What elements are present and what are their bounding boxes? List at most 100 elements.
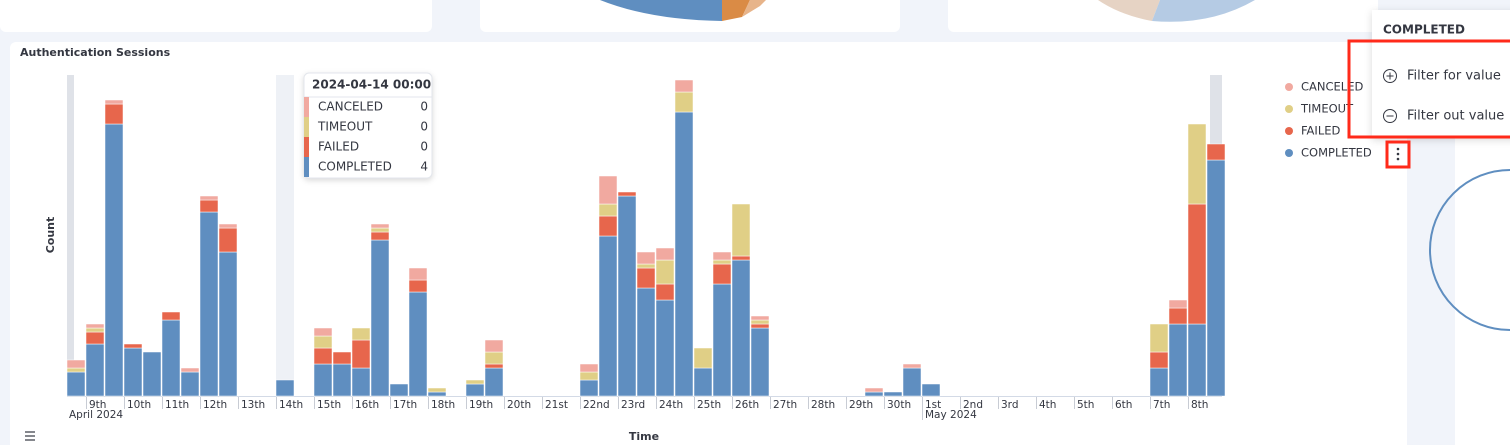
x-axis-label: Time [629, 430, 659, 443]
x-tick-label: 19th [469, 399, 493, 411]
tooltip-swatch [304, 117, 309, 137]
bar-segment [731, 255, 751, 261]
x-tick-label: 28th [811, 399, 835, 411]
bar-segment [66, 371, 86, 397]
legend-toggle-icon[interactable] [25, 431, 35, 441]
bar-segment [1149, 351, 1169, 369]
bar-segment [1187, 203, 1207, 325]
legend-label[interactable]: CANCELED [1301, 80, 1363, 94]
x-tick-label: 12th [203, 399, 227, 411]
bar-segment [199, 211, 219, 397]
x-tick-label: 14th [279, 399, 303, 411]
x-tick-label: 5th [1077, 399, 1094, 411]
bar-segment [864, 387, 884, 393]
bar-segment [750, 319, 770, 325]
legend-swatch [1285, 83, 1293, 91]
x-tick-label: 9th [89, 399, 106, 411]
bar-segment [408, 279, 428, 293]
bar-segment [313, 363, 333, 397]
bar-segment [370, 239, 390, 397]
filter-out-button[interactable]: Filter out value [1383, 109, 1505, 124]
bar-segment [85, 323, 105, 329]
x-tick-label: 26th [735, 399, 759, 411]
tooltip-value: 0 [420, 100, 428, 114]
bar-segment [370, 223, 390, 229]
bar-segment [85, 331, 105, 345]
bar-segment [674, 91, 694, 113]
x-tick-label: 1st [925, 399, 941, 411]
x-tick-label: 16th [355, 399, 379, 411]
tooltip: 2024-04-14 00:00 CANCELED 0 TIMEOUT 0 FAILED… [303, 72, 433, 179]
x-tick-label: 7th [1153, 399, 1170, 411]
pie-slice [1152, 0, 1255, 22]
tooltip-series: CANCELED [318, 100, 383, 114]
bar-segment [636, 267, 656, 289]
action-menu [1372, 10, 1510, 138]
bar-segment [408, 267, 428, 281]
bar-segment [598, 203, 618, 217]
legend-swatch [1285, 105, 1293, 113]
legend-action-button[interactable] [1396, 147, 1400, 161]
filter-for-button[interactable]: Filter for value [1383, 69, 1501, 84]
legend-swatch [1285, 149, 1293, 157]
bar-segment [484, 351, 504, 365]
x-tick-label: 11th [165, 399, 189, 411]
pie-slice [722, 0, 750, 21]
tooltip-value: 0 [420, 120, 428, 134]
bar-segment [674, 111, 694, 397]
bar-segment [712, 283, 732, 397]
legend-label[interactable]: TIMEOUT [1300, 102, 1354, 116]
legend-label[interactable]: FAILED [1301, 124, 1340, 138]
bar-segment [1168, 307, 1188, 325]
bar-segment [731, 259, 751, 397]
x-tick-label: 10th [127, 399, 151, 411]
pie-slice [600, 0, 722, 21]
x-tick-label: 25th [697, 399, 721, 411]
bar-segment [142, 351, 162, 397]
bar-segment [693, 347, 713, 369]
bar-segment [408, 291, 428, 397]
bar-segment [370, 227, 390, 233]
panel-title: Authentication Sessions [20, 46, 171, 59]
bar-segment [427, 391, 447, 397]
bar-segment [104, 103, 124, 125]
bar-segment [123, 343, 143, 349]
bar-segment [579, 363, 599, 373]
bar-segment [465, 379, 485, 385]
tooltip-series: COMPLETED [318, 160, 392, 174]
bar-segment [370, 231, 390, 241]
bar-segment [883, 391, 903, 397]
tooltip-title: 2024-04-14 00:00 [312, 78, 431, 92]
bar-segment [598, 175, 618, 205]
menu-title: COMPLETED [1383, 23, 1465, 37]
bar-segment [655, 299, 675, 397]
pie-slice [742, 0, 766, 17]
pie-slice [1098, 0, 1160, 21]
bar-segment [332, 363, 352, 397]
bar-segment [693, 367, 713, 397]
bar-segment [313, 347, 333, 365]
x-tick-label: 23rd [621, 399, 645, 411]
bar-segment [655, 247, 675, 261]
x-tick-label: 13th [241, 399, 265, 411]
bar-segment [921, 383, 941, 397]
legend-swatch [1285, 127, 1293, 135]
bar-segment [465, 383, 485, 397]
bars [66, 79, 1226, 397]
bar-segment [199, 199, 219, 213]
x-tick-label: 22nd [583, 399, 610, 411]
bar-segment [180, 367, 200, 373]
bar-segment [617, 191, 637, 197]
bar-segment [1168, 299, 1188, 309]
bar-segment [313, 335, 333, 349]
menu-item[interactable]: Filter out value [1407, 109, 1504, 124]
menu-item[interactable]: Filter for value [1407, 69, 1501, 84]
bar-segment [66, 367, 86, 373]
bar-segment [104, 123, 124, 397]
x-tick-label: 4th [1039, 399, 1056, 411]
panel-card [0, 0, 432, 32]
bar-segment [161, 319, 181, 397]
legend-label[interactable]: COMPLETED [1301, 146, 1372, 160]
tooltip-value: 4 [420, 160, 428, 174]
